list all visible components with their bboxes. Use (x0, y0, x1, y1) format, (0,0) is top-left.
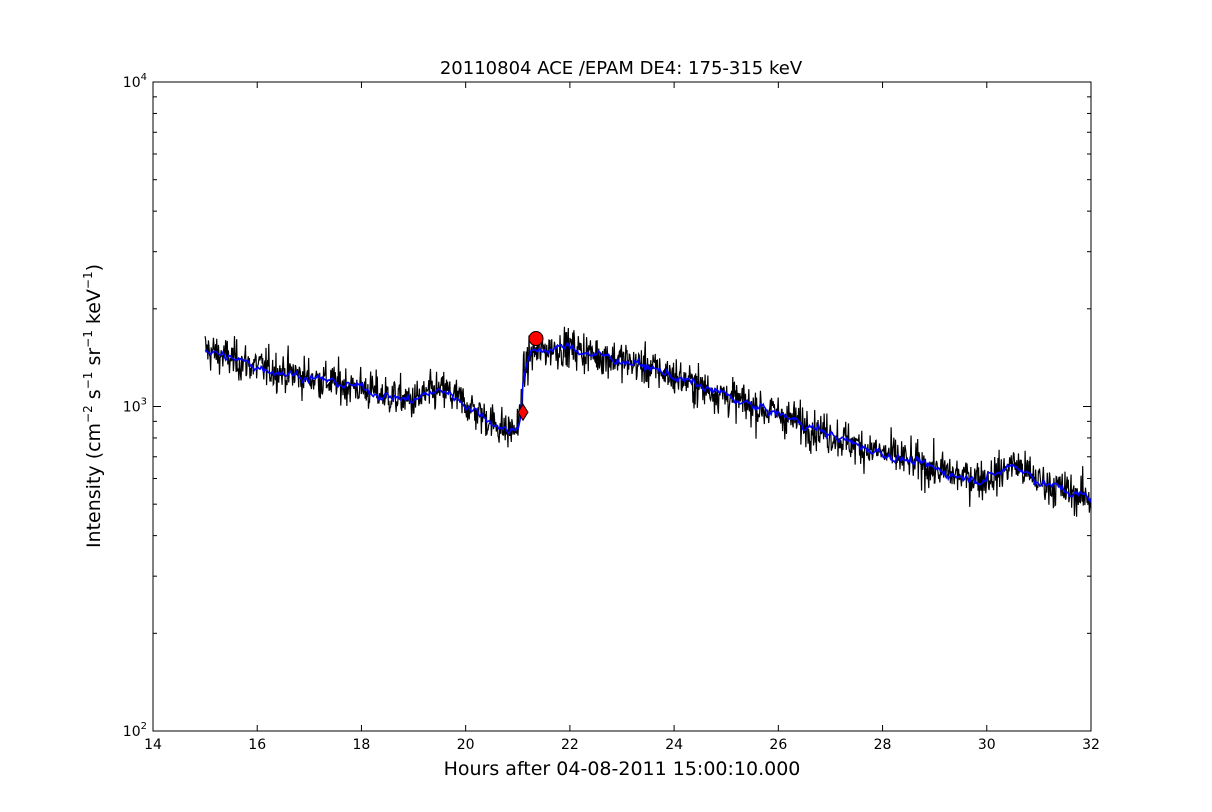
y-axis: 102 103 104 (123, 72, 1091, 740)
series-line-smoothed (204, 341, 1092, 504)
x-tick-label: 26 (769, 737, 787, 753)
y-tick-label: 104 (123, 72, 147, 91)
onset-marker-diamond (517, 403, 529, 422)
chart-title: 20110804 ACE /EPAM DE4: 175-315 keV (440, 58, 803, 79)
x-tick-label: 16 (248, 737, 266, 753)
x-tick-label: 20 (457, 737, 475, 753)
y-tick-label: 102 (123, 721, 147, 740)
data-layer (204, 326, 1092, 517)
peak-marker-circle (528, 331, 544, 347)
plot-frame (152, 81, 1092, 732)
y-tick-label: 103 (123, 397, 147, 416)
y-axis-label: Intensity (cm−2 s−1 sr−1 keV−1) (81, 264, 105, 548)
x-axis: 14 16 18 20 22 24 26 28 30 32 (144, 82, 1100, 753)
x-tick-label: 28 (874, 737, 892, 753)
x-tick-label: 24 (665, 737, 683, 753)
x-tick-label: 22 (561, 737, 579, 753)
x-tick-label: 14 (144, 737, 162, 753)
x-axis-label: Hours after 04-08-2011 15:00:10.000 (444, 758, 801, 780)
x-tick-label: 18 (353, 737, 371, 753)
x-tick-label: 30 (978, 737, 996, 753)
x-tick-label: 32 (1082, 737, 1100, 753)
